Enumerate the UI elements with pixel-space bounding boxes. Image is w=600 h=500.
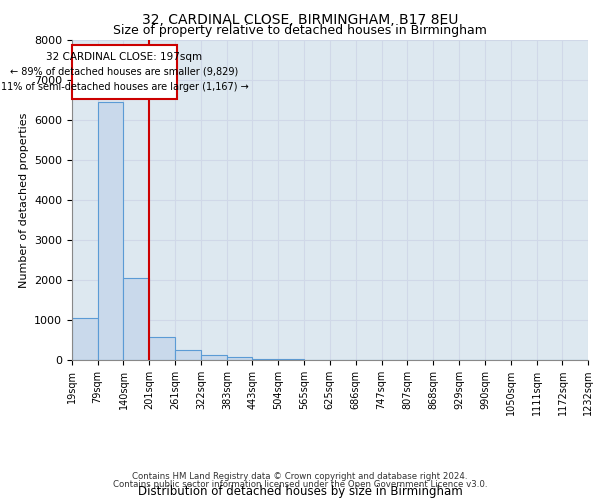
Text: Distribution of detached houses by size in Birmingham: Distribution of detached houses by size … (137, 484, 463, 498)
FancyBboxPatch shape (72, 45, 177, 99)
Bar (124, 278, 149, 360)
Text: Contains HM Land Registry data © Crown copyright and database right 2024.: Contains HM Land Registry data © Crown c… (132, 472, 468, 481)
Bar (72, 318, 98, 360)
Bar (227, 357, 253, 360)
Y-axis label: Number of detached properties: Number of detached properties (19, 112, 29, 288)
Text: ← 89% of detached houses are smaller (9,829): ← 89% of detached houses are smaller (9,… (10, 67, 239, 77)
Bar (201, 355, 227, 360)
Bar (253, 359, 278, 360)
Text: 11% of semi-detached houses are larger (1,167) →: 11% of semi-detached houses are larger (… (1, 82, 248, 92)
Text: Size of property relative to detached houses in Birmingham: Size of property relative to detached ho… (113, 24, 487, 37)
Bar (175, 350, 201, 360)
Text: Contains public sector information licensed under the Open Government Licence v3: Contains public sector information licen… (113, 480, 487, 489)
Bar (98, 102, 124, 360)
Bar (149, 337, 175, 360)
Text: 32, CARDINAL CLOSE, BIRMINGHAM, B17 8EU: 32, CARDINAL CLOSE, BIRMINGHAM, B17 8EU (142, 12, 458, 26)
Text: 32 CARDINAL CLOSE: 197sqm: 32 CARDINAL CLOSE: 197sqm (46, 52, 203, 62)
